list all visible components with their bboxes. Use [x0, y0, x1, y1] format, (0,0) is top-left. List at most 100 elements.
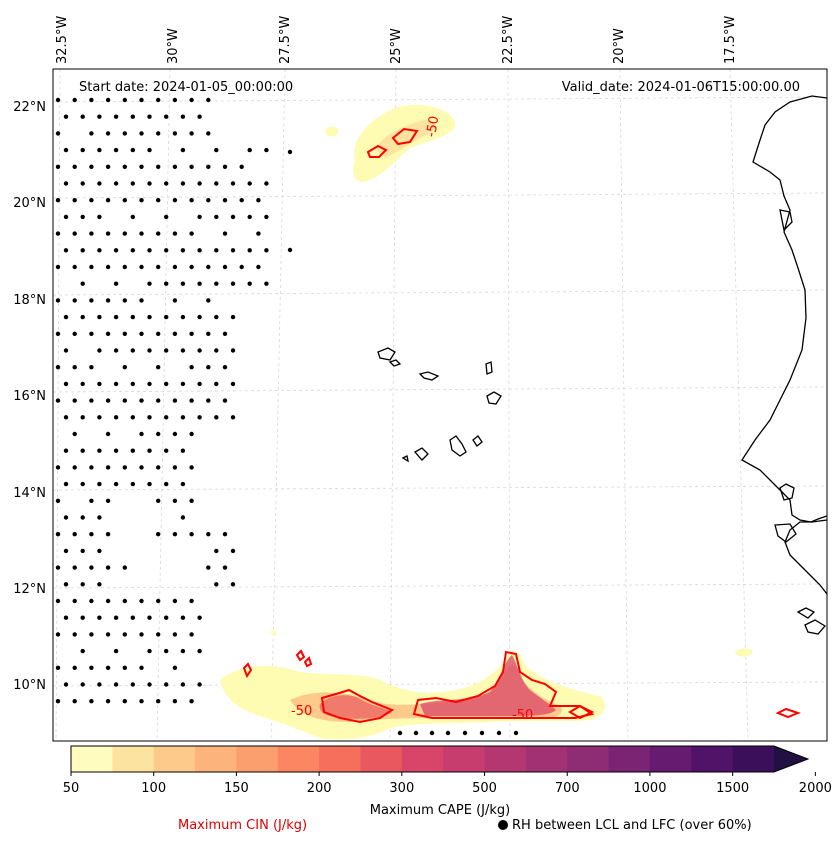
rh-dot [164, 481, 169, 487]
rh-dot [172, 598, 178, 604]
rh-dot [222, 231, 228, 236]
rh-dot [156, 398, 161, 403]
rh-dot [63, 147, 69, 153]
rh-dot [105, 131, 111, 136]
cin-contour-north-b [366, 144, 388, 158]
rh-dot [89, 565, 94, 570]
rh-dot [122, 264, 128, 270]
rh-dot [63, 114, 69, 119]
rh-dot [156, 699, 161, 704]
rh-dot [122, 398, 128, 403]
rh-dot [63, 314, 69, 320]
rh-dot [206, 398, 211, 403]
rh-dot [130, 147, 135, 153]
rh-dot [105, 164, 111, 169]
rh-dot [63, 248, 69, 253]
rh-dot [139, 465, 144, 470]
island-6 [449, 435, 467, 457]
rh-dot [55, 565, 61, 570]
rh-dot [147, 381, 152, 387]
rh-dot [156, 431, 161, 437]
rh-dot [89, 699, 94, 704]
lat-label-18: 18°N [13, 293, 46, 308]
rh-dot [139, 164, 144, 169]
rh-dot [513, 730, 519, 736]
rh-dot [222, 565, 228, 570]
island-7 [472, 435, 483, 447]
colorbar-tick-label: 50 [63, 781, 80, 796]
lat-label-22: 22°N [13, 100, 46, 115]
rh-dot [147, 314, 152, 320]
rh-dot [164, 381, 169, 387]
lon-label-22-5: 22.5°W [501, 16, 516, 64]
rh-dot [206, 164, 211, 169]
rh-dot [97, 381, 102, 387]
rh-dot [55, 398, 61, 403]
rh-dot [113, 314, 119, 320]
colorbar-segment [567, 746, 610, 772]
rh-dot [180, 348, 186, 353]
rh-dot [189, 97, 194, 103]
coast-detail-2 [774, 523, 797, 543]
rh-dot [130, 348, 135, 353]
rh-dot [156, 264, 161, 270]
colorbar-tick-label: 2000 [799, 781, 832, 796]
rh-dot [147, 415, 152, 420]
rh-dot [172, 632, 178, 637]
rh-dot [164, 648, 169, 654]
rh-dot [264, 147, 269, 153]
rh-dot [97, 682, 102, 687]
rh-dot [63, 682, 69, 687]
rh-dot [230, 314, 236, 320]
rh-dot [97, 147, 102, 153]
rh-dot [172, 398, 178, 403]
rh-dot [206, 131, 211, 136]
rh-dot [147, 248, 152, 253]
colorbar-segment [525, 746, 568, 772]
lat-label-14: 14°N [13, 486, 46, 501]
rh-dot [247, 181, 252, 186]
lon-label-27-5: 27.5°W [278, 16, 293, 64]
colorbar-outline [70, 745, 810, 773]
rh-dot [55, 665, 61, 670]
rh-dot [105, 532, 111, 537]
rh-dot [197, 314, 202, 320]
rh-dot [189, 331, 194, 336]
rh-dot [55, 632, 61, 637]
rh-dot [105, 298, 111, 303]
rh-dot [122, 699, 128, 704]
rh-dot [80, 248, 85, 253]
rh-dot [105, 431, 111, 437]
island-2 [388, 359, 402, 367]
rh-dot [189, 632, 194, 637]
rh-dot [89, 532, 94, 537]
rh-dot [189, 164, 194, 169]
colorbar-segment [649, 746, 692, 772]
rh-dot [122, 365, 128, 370]
rh-dot [63, 448, 69, 453]
rh-dot [130, 314, 135, 320]
rh-dot [80, 147, 85, 153]
rh-dot [97, 348, 102, 353]
island-9 [401, 455, 409, 463]
rh-dot [180, 114, 186, 119]
rh-dot [80, 615, 85, 620]
rh-dot [89, 665, 94, 670]
rh-dot [80, 481, 85, 487]
rh-dot [214, 415, 219, 420]
rh-dot [97, 615, 102, 620]
rh-dot [189, 398, 194, 403]
rh-dot [105, 198, 111, 203]
cin-label-north: -50 [424, 115, 442, 139]
rh-dot [164, 248, 169, 253]
rh-dot [122, 665, 128, 670]
lon-labels: 32.5°W 30°W 27.5°W 25°W 22.5°W 20°W 17.5… [55, 16, 738, 64]
rh-dot [80, 214, 85, 220]
rh-dot [80, 648, 85, 654]
rh-dot [197, 214, 202, 220]
rh-dot [222, 365, 228, 370]
rh-dot [172, 131, 178, 136]
rh-dot [214, 281, 219, 286]
island-1 [377, 347, 396, 361]
rh-dot [89, 465, 94, 470]
